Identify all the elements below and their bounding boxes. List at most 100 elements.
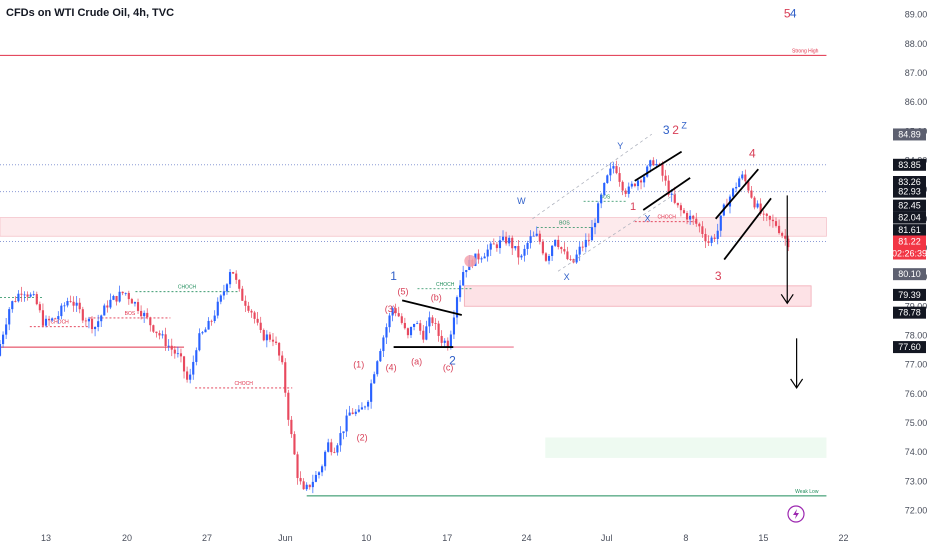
- candle-body-255: [781, 233, 784, 236]
- candle-body-193: [590, 227, 594, 241]
- candle-body-37: [112, 295, 115, 300]
- candle-body-145: [443, 340, 446, 343]
- candle-body-15: [44, 318, 48, 326]
- candle-body-130: [397, 313, 400, 317]
- wave-label-17: (a): [411, 357, 422, 367]
- candle-body-217: [664, 175, 667, 181]
- candle-body-138: [422, 330, 425, 340]
- candle-body-204: [624, 190, 627, 194]
- candle-body-211: [646, 166, 649, 177]
- lightning-icon-ring: [787, 505, 805, 523]
- candle-body-47: [143, 312, 146, 317]
- wave-label-1: 4: [790, 7, 797, 21]
- candle-body-148: [452, 317, 456, 335]
- candle-body-95: [290, 419, 293, 435]
- chart-title: CFDs on WTI Crude Oil, 4h, TVC: [6, 7, 175, 19]
- candle-body-188: [575, 254, 578, 263]
- x-tick-label-5: 17: [442, 533, 452, 543]
- candle-body-99: [302, 481, 305, 490]
- zone-0: [0, 217, 827, 237]
- candle-body-90: [274, 341, 278, 343]
- wave-label-12: X: [564, 272, 570, 282]
- candle-body-189: [578, 246, 581, 255]
- candle-body-6: [17, 293, 20, 302]
- candle-body-213: [652, 160, 655, 166]
- candle-body-181: [554, 239, 557, 246]
- candle-body-79: [241, 288, 244, 301]
- price-badge-label-9: 79.39: [898, 290, 921, 300]
- candle-body-42: [127, 292, 130, 300]
- wave-label-6: Z: [681, 120, 687, 130]
- candle-body-197: [603, 182, 606, 195]
- candle-body-16: [48, 318, 51, 321]
- candle-body-242: [741, 174, 744, 179]
- candle-body-183: [560, 247, 563, 250]
- candle-body-26: [78, 302, 81, 310]
- candle-body-5: [14, 301, 17, 302]
- candle-body-24: [72, 301, 75, 306]
- candle-body-202: [618, 173, 621, 182]
- candle-body-39: [118, 291, 121, 302]
- price-badge-label-6: 81.61: [898, 225, 921, 235]
- candle-body-70: [213, 315, 216, 321]
- candle-body-113: [345, 415, 348, 432]
- candle-body-128: [391, 308, 394, 316]
- candle-body-64: [195, 350, 198, 362]
- price-badge-label-1: 83.85: [898, 160, 921, 170]
- candle-body-19: [57, 316, 60, 320]
- trend-lines-layer: [393, 133, 772, 348]
- y-tick-label-15: 74.00: [905, 447, 928, 457]
- candle-body-55: [167, 345, 170, 347]
- candle-body-186: [569, 259, 572, 260]
- level-label-1: Weak Low: [795, 489, 819, 495]
- price-badge-8: [893, 268, 926, 281]
- candle-body-140: [428, 317, 431, 327]
- level-label-15: CHOCH: [658, 215, 677, 221]
- y-tick-label-12: 77.00: [905, 360, 928, 370]
- x-tick-label-0: 13: [41, 533, 51, 543]
- candle-body-116: [354, 411, 357, 414]
- candle-body-60: [182, 356, 186, 372]
- candle-body-210: [643, 176, 646, 183]
- candle-body-123: [376, 361, 379, 375]
- countdown-label: 02:26:39: [892, 249, 927, 259]
- candle-body-105: [320, 466, 324, 473]
- candle-body-109: [333, 452, 336, 453]
- y-tick-label-0: 89.00: [905, 10, 928, 20]
- candle-body-92: [281, 355, 284, 363]
- candle-body-191: [584, 239, 587, 248]
- candle-body-23: [69, 300, 72, 302]
- candle-body-163: [498, 240, 502, 249]
- candle-body-48: [146, 312, 149, 318]
- trend-line-4: [714, 168, 759, 220]
- candle-body-129: [394, 308, 397, 314]
- candle-body-51: [155, 331, 158, 334]
- wave-label-4: 3: [663, 123, 670, 137]
- wave-label-19: (4): [386, 362, 397, 372]
- lightning-icon[interactable]: [787, 505, 805, 523]
- candle-body-132: [403, 322, 406, 329]
- x-tick-label-6: 24: [522, 533, 532, 543]
- candle-body-122: [373, 374, 376, 384]
- x-tick-label-4: 10: [361, 533, 371, 543]
- candle-body-127: [388, 315, 391, 328]
- candle-body-96: [293, 434, 296, 455]
- candle-body-50: [152, 325, 155, 332]
- x-axis[interactable]: 13 20 27 Jun 10 17 24 Jul 8 15 22: [41, 533, 848, 543]
- candle-body-66: [201, 332, 204, 334]
- candle-body-40: [121, 291, 124, 294]
- icons-layer[interactable]: [787, 505, 805, 523]
- candle-body-65: [198, 333, 201, 351]
- candle-body-94: [287, 392, 290, 420]
- level-label-9: CHOCH: [235, 381, 254, 387]
- y-axis[interactable]: 89.0088.0087.0086.0085.0084.0083.0082.00…: [905, 10, 928, 516]
- candle-body-34: [103, 305, 106, 316]
- candle-body-72: [219, 295, 222, 302]
- candle-body-228: [698, 223, 701, 227]
- candle-body-209: [639, 180, 643, 183]
- candle-body-150: [459, 285, 462, 298]
- candle-body-117: [357, 409, 360, 412]
- wave-label-2: 1: [390, 269, 397, 283]
